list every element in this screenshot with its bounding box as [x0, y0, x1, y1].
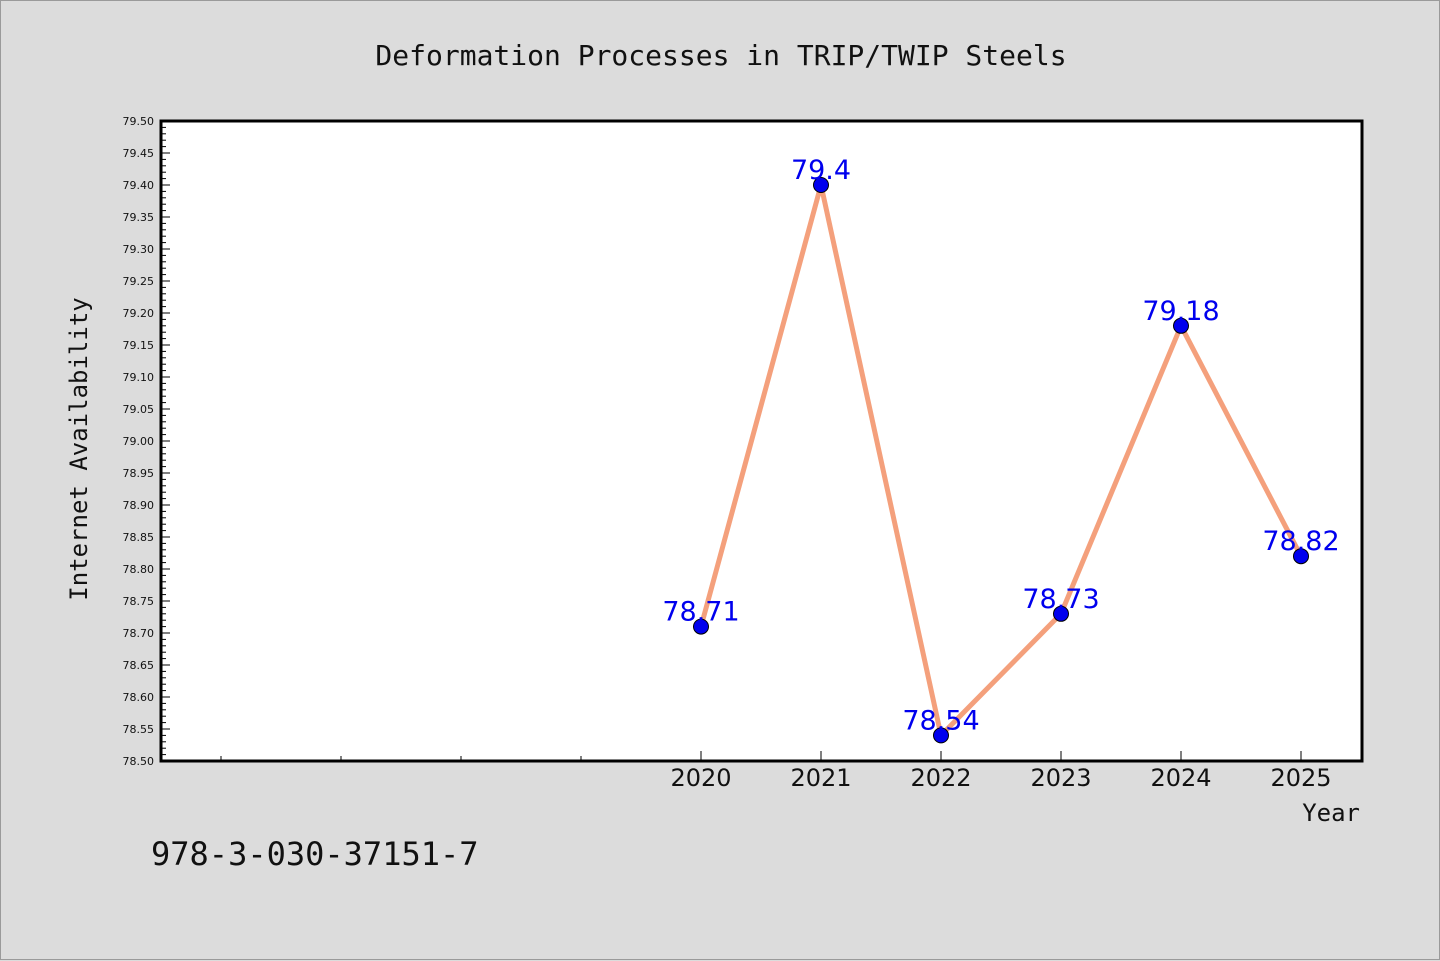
y-tick-label: 79.20: [123, 307, 155, 320]
x-tick-label: 2022: [910, 764, 971, 792]
data-point: [1173, 317, 1189, 334]
data-label: 79.4: [791, 155, 851, 186]
data-point: [813, 177, 829, 193]
x-tick-label: 2021: [790, 764, 851, 792]
y-tick-label: 79.40: [123, 179, 155, 192]
y-tick-label: 79.15: [123, 339, 155, 352]
x-tick-label: 2023: [1030, 764, 1091, 792]
y-tick-label: 78.65: [123, 659, 155, 672]
data-label: 78.71: [662, 597, 739, 628]
y-tick-label: 79.35: [123, 211, 155, 224]
y-tick-label: 78.70: [123, 627, 155, 640]
data-label: 78.73: [1022, 584, 1099, 615]
plot-area: [159, 119, 1364, 763]
y-tick-label: 78.50: [123, 755, 155, 768]
series-line: [698, 182, 1304, 738]
y-tick-label: 79.45: [123, 147, 155, 160]
y-tick-label: 78.60: [123, 691, 155, 704]
x-axis-label: Year: [1302, 799, 1360, 827]
y-tick-label: 79.30: [123, 243, 155, 256]
y-axis: 78.50 78.55 78.60 78.65 78.70 78.75 78.80 78.85…: [123, 115, 170, 768]
data-point: [1053, 605, 1069, 622]
y-tick-label: 78.90: [123, 499, 155, 512]
y-tick-label: 78.95: [123, 467, 155, 480]
y-tick-label: 79.00: [123, 435, 155, 448]
data-point: [693, 618, 709, 635]
x-tick-label: 2025: [1270, 764, 1331, 792]
isbn-text: 978-3-030-37151-7: [151, 835, 479, 873]
y-tick-label: 78.80: [123, 563, 155, 576]
chart-title: Deformation Processes in TRIP/TWIP Steel…: [375, 39, 1066, 72]
data-label: 79.18: [1142, 296, 1219, 327]
y-tick-label: 78.55: [123, 723, 155, 736]
data-label: 78.54: [902, 705, 979, 736]
x-axis: 2020 2021 2022 2023 2024 2025: [220, 751, 1332, 792]
y-tick-label: 79.10: [123, 371, 155, 384]
y-tick-label: 78.75: [123, 595, 155, 608]
data-point: [1293, 548, 1309, 565]
y-tick-label: 78.85: [123, 531, 155, 544]
y-tick-label: 79.25: [123, 275, 155, 288]
y-axis-label: Internet Availability: [65, 297, 93, 600]
y-tick-label: 79.50: [123, 115, 155, 128]
data-label: 78.82: [1262, 526, 1339, 557]
data-point: [933, 727, 949, 744]
x-tick-label: 2020: [670, 764, 731, 792]
y-tick-label: 79.05: [123, 403, 155, 416]
x-tick-label: 2024: [1150, 764, 1211, 792]
series-group: 78.71 79.4 78.54 78.73 79.18 78.82: [662, 155, 1340, 744]
